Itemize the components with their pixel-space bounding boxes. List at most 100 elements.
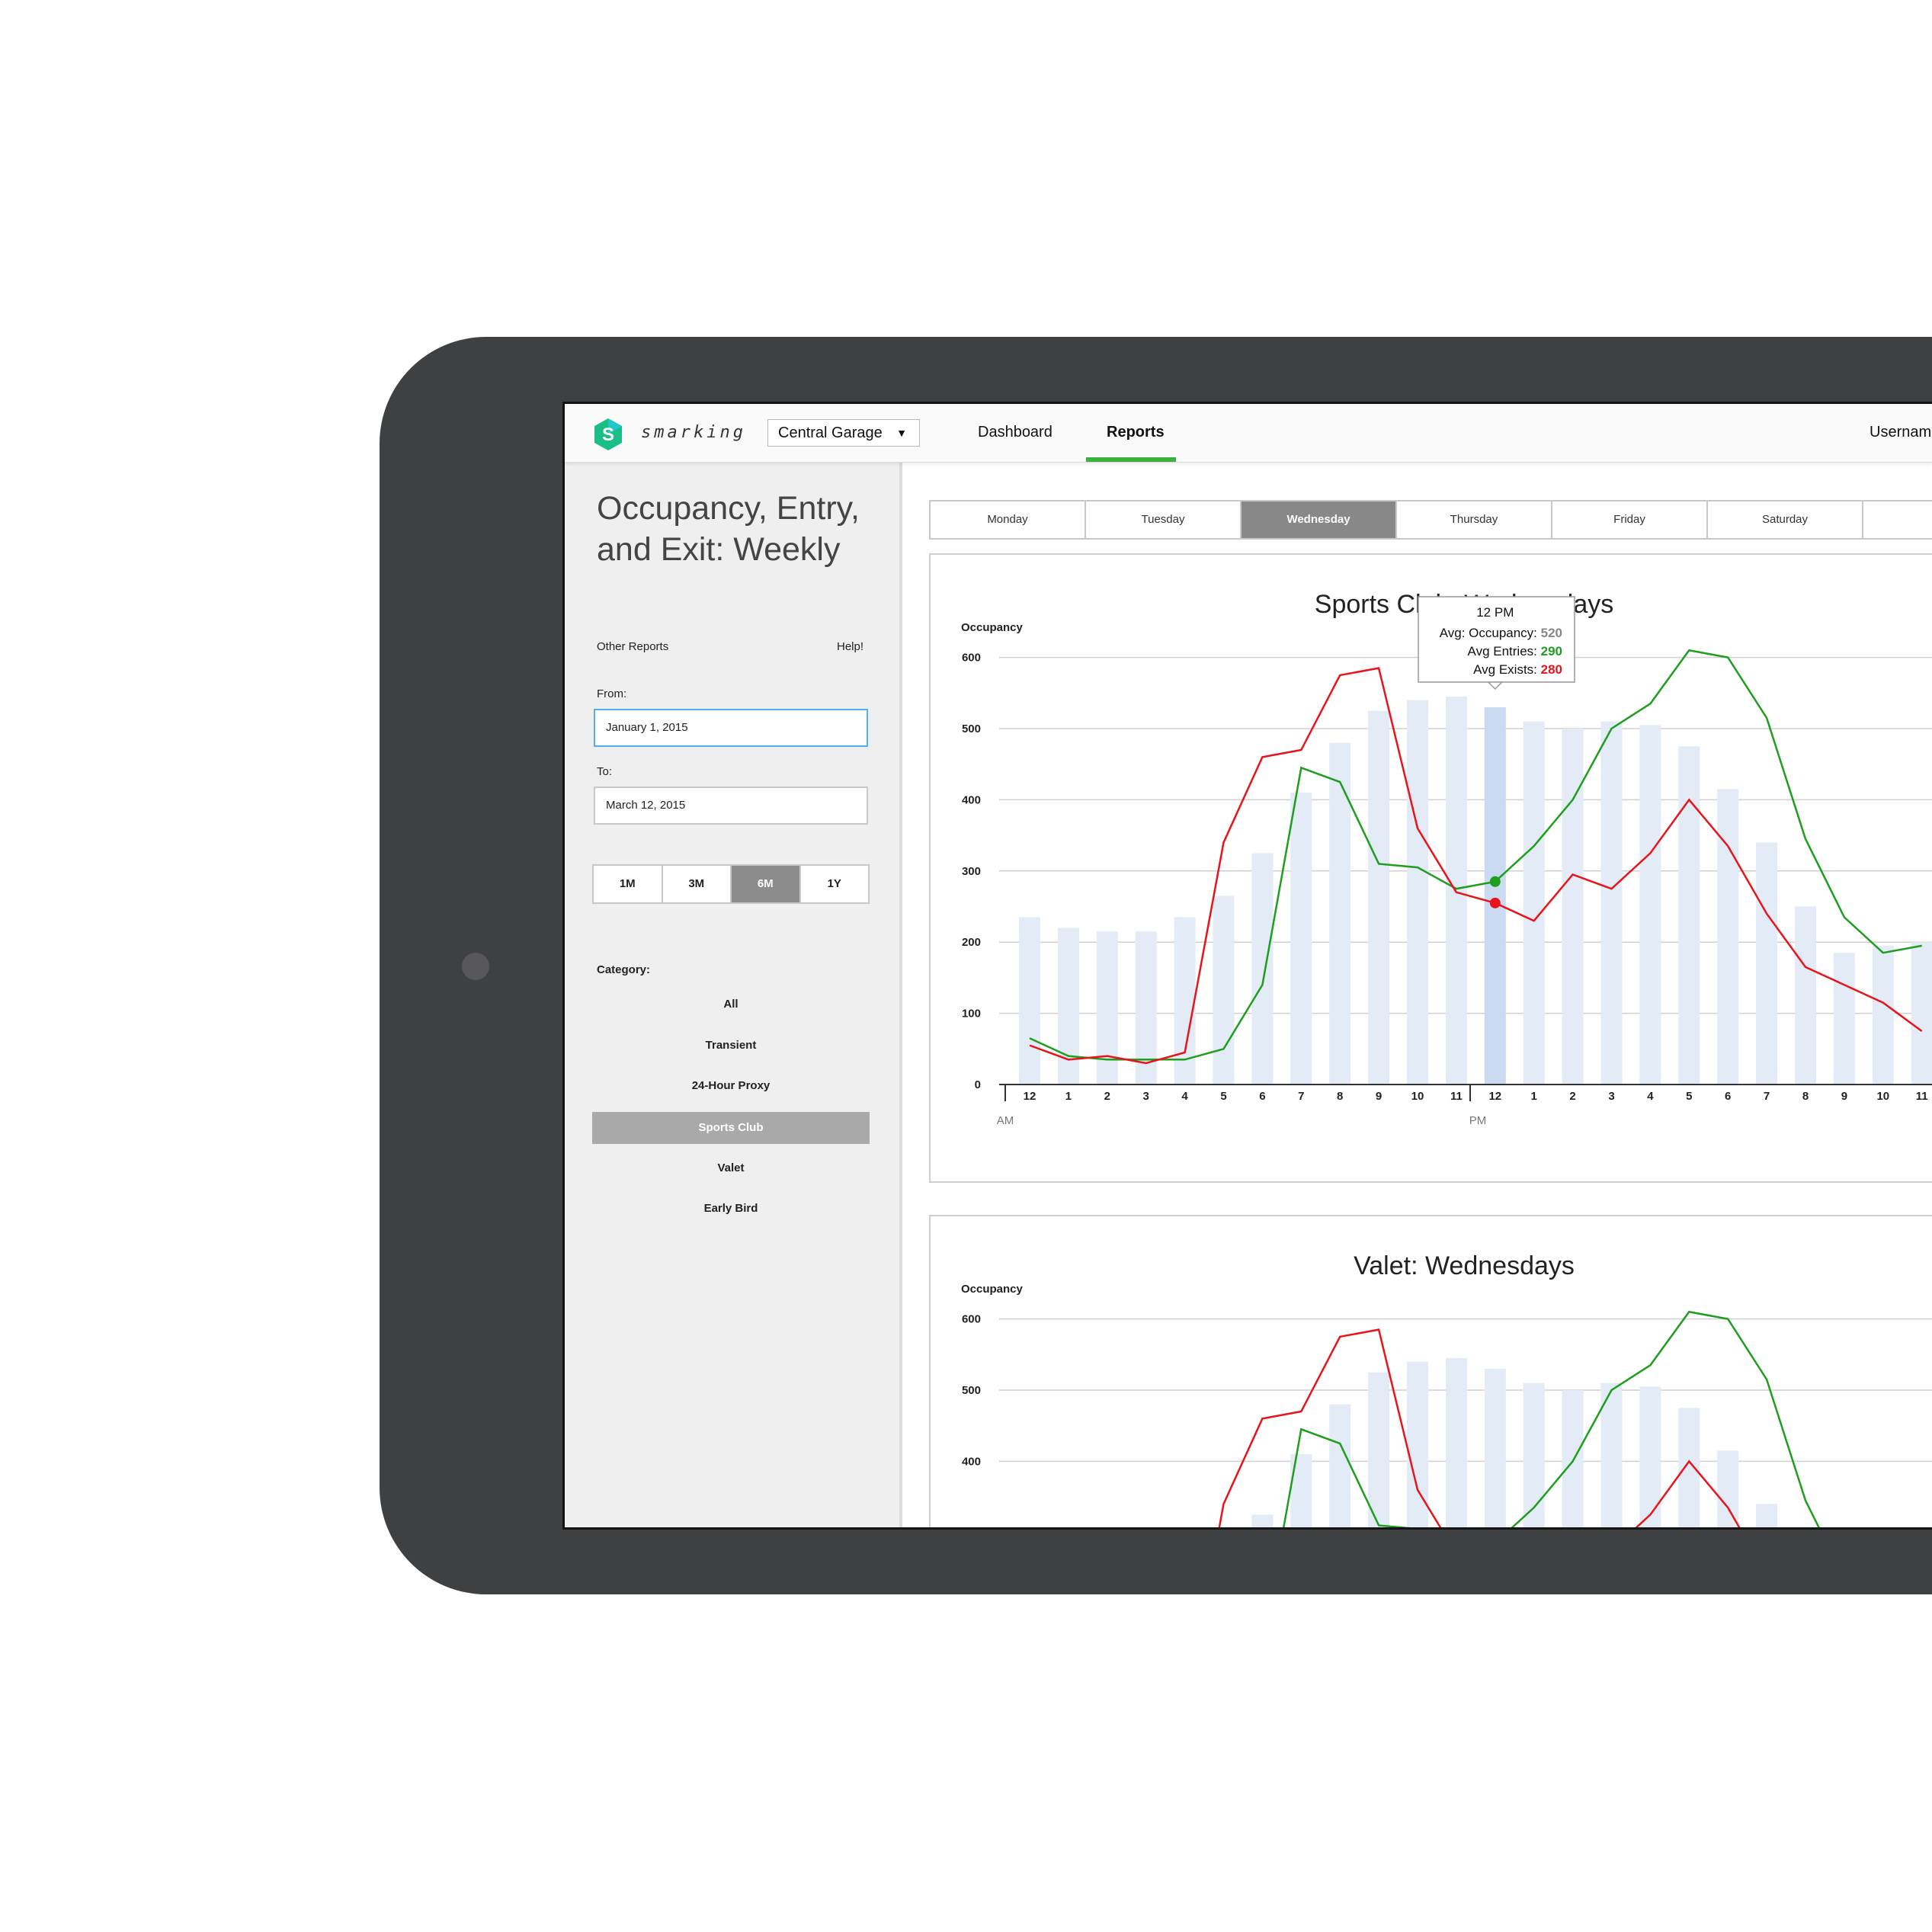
tab-wednesday[interactable]: Wednesday <box>1242 501 1397 538</box>
tooltip-row-value: 520 <box>1541 626 1562 640</box>
occupancy-bar <box>1407 1361 1428 1527</box>
tab-thursday[interactable]: Thursday <box>1397 501 1552 538</box>
category-all[interactable]: All <box>723 998 739 1011</box>
category-24-hour-proxy[interactable]: 24-Hour Proxy <box>691 1079 771 1092</box>
caret-down-icon: ▼ <box>896 427 907 439</box>
occupancy-bar <box>1833 953 1855 1085</box>
entries-line <box>1283 1310 1820 1527</box>
tab-monday[interactable]: Monday <box>931 501 1086 538</box>
x-tick-label: 5 <box>1686 1090 1692 1103</box>
occupancy-bar <box>1600 721 1623 1085</box>
range-6m-button[interactable]: 6M <box>732 866 801 902</box>
range-1y-button[interactable]: 1Y <box>827 877 841 890</box>
tooltip-row-label: Avg Entries: <box>1468 644 1541 658</box>
other-reports-link[interactable]: Other Reports <box>597 640 669 653</box>
y-axis-label: Occupancy <box>961 1283 1024 1296</box>
to-label: To: <box>597 765 613 778</box>
logo-text: smarking <box>641 423 746 442</box>
tooltip-title: 12 PM <box>1476 605 1514 620</box>
x-tick-label: 1 <box>1531 1090 1537 1103</box>
y-axis-label: Occupancy <box>961 621 1024 634</box>
garage-select-value: Central Garage <box>778 425 883 441</box>
occupancy-bar <box>1678 746 1700 1085</box>
y-tick-label: 600 <box>962 1313 981 1326</box>
tab-saturday[interactable]: Saturday <box>1708 501 1863 538</box>
occupancy-bar <box>1911 942 1932 1085</box>
x-tick-label: 10 <box>1876 1090 1889 1103</box>
exits-line <box>1218 1328 1741 1527</box>
occupancy-bar <box>1019 917 1040 1085</box>
occupancy-bar <box>1368 1372 1390 1527</box>
occupancy-bar <box>1756 842 1778 1085</box>
tablet-frame: S smarking Central Garage ▼ Dashboard Re… <box>380 337 1932 1594</box>
y-tick-label: 200 <box>962 936 981 949</box>
garage-select[interactable]: Central Garage ▼ <box>767 419 920 447</box>
occupancy-bar <box>1368 710 1390 1085</box>
active-nav-indicator <box>1086 457 1176 462</box>
x-tick-label: 7 <box>1764 1090 1770 1103</box>
category-sports-club[interactable]: Sports Club <box>592 1112 870 1144</box>
occupancy-bar <box>1639 1386 1661 1527</box>
tab-sunday[interactable]: S <box>1863 501 1932 538</box>
logo-icon: S <box>594 418 622 450</box>
x-tick-label: 8 <box>1802 1090 1809 1103</box>
tooltip-row-value: 280 <box>1541 662 1562 677</box>
y-tick-label: 100 <box>962 1008 981 1020</box>
valet-chart: Valet: WednesdaysOccupancy01002003004005… <box>961 1251 1932 1530</box>
range-3m-button[interactable]: 3M <box>663 866 732 902</box>
occupancy-bar <box>1562 729 1584 1085</box>
x-tick-label: 10 <box>1411 1090 1424 1103</box>
x-tick-label: 2 <box>1104 1090 1110 1103</box>
range-1m-button[interactable]: 1M <box>594 866 663 902</box>
sidebar: Occupancy, Entry, and Exit: Weekly Other… <box>565 462 902 1527</box>
occupancy-bar <box>1523 721 1545 1085</box>
user-menu[interactable]: Username <box>1870 424 1932 441</box>
tooltip-pointer <box>1486 681 1504 690</box>
top-bar: S smarking Central Garage ▼ Dashboard Re… <box>565 404 1932 463</box>
y-tick-label: 300 <box>962 1527 981 1530</box>
app-screen: S smarking Central Garage ▼ Dashboard Re… <box>562 402 1932 1530</box>
occupancy-bar <box>1678 1408 1700 1527</box>
svg-text:S: S <box>602 425 614 445</box>
x-tick-label: 12 <box>1488 1090 1501 1103</box>
occupancy-bar <box>1290 793 1312 1085</box>
tab-friday[interactable]: Friday <box>1552 501 1708 538</box>
nav-reports[interactable]: Reports <box>1107 424 1165 441</box>
occupancy-bar <box>1096 931 1118 1085</box>
category-transient[interactable]: Transient <box>705 1039 757 1052</box>
occupancy-bar <box>1329 1404 1351 1527</box>
chart-card-sports-club: Sports Club: WednesdaysOccupancy01002003… <box>929 553 1932 1183</box>
occupancy-bar <box>1717 789 1739 1085</box>
occupancy-bar <box>1251 853 1274 1085</box>
x-tick-label: 2 <box>1569 1090 1575 1103</box>
category-valet[interactable]: Valet <box>717 1161 745 1174</box>
category-label: Category: <box>597 963 651 976</box>
occupancy-bar <box>1213 896 1235 1085</box>
from-date-input[interactable]: January 1, 2015 <box>594 709 868 747</box>
occupancy-bar <box>1872 945 1894 1085</box>
x-tick-label: 9 <box>1376 1090 1382 1103</box>
tab-tuesday[interactable]: Tuesday <box>1086 501 1242 538</box>
x-tick-label: 11 <box>1450 1090 1463 1103</box>
chart-card-valet: Valet: WednesdaysOccupancy01002003004005… <box>929 1215 1932 1530</box>
category-early-bird[interactable]: Early Bird <box>703 1202 758 1215</box>
occupancy-bar <box>1484 706 1506 1085</box>
tooltip-row: Avg Exists: 280 <box>1473 662 1562 677</box>
to-date-input[interactable]: March 12, 2015 <box>594 787 868 825</box>
y-tick-label: 400 <box>962 1455 981 1468</box>
am-label: AM <box>997 1114 1014 1127</box>
occupancy-bar <box>1174 917 1196 1085</box>
y-tick-label: 500 <box>962 722 981 735</box>
sports-club-chart: Sports Club: WednesdaysOccupancy01002003… <box>961 590 1932 1127</box>
nav-dashboard[interactable]: Dashboard <box>978 424 1053 441</box>
entries-line <box>1029 649 1922 1061</box>
x-tick-label: 11 <box>1916 1090 1928 1103</box>
help-link[interactable]: Help! <box>837 640 864 653</box>
x-tick-label: 7 <box>1298 1090 1304 1103</box>
y-tick-label: 600 <box>962 652 981 665</box>
tooltip-row: Avg Entries: 290 <box>1468 644 1562 658</box>
tooltip-box <box>1418 596 1575 683</box>
x-tick-label: 1 <box>1065 1090 1072 1103</box>
tooltip-row-label: Avg Exists: <box>1473 662 1541 677</box>
y-tick-label: 400 <box>962 793 981 806</box>
